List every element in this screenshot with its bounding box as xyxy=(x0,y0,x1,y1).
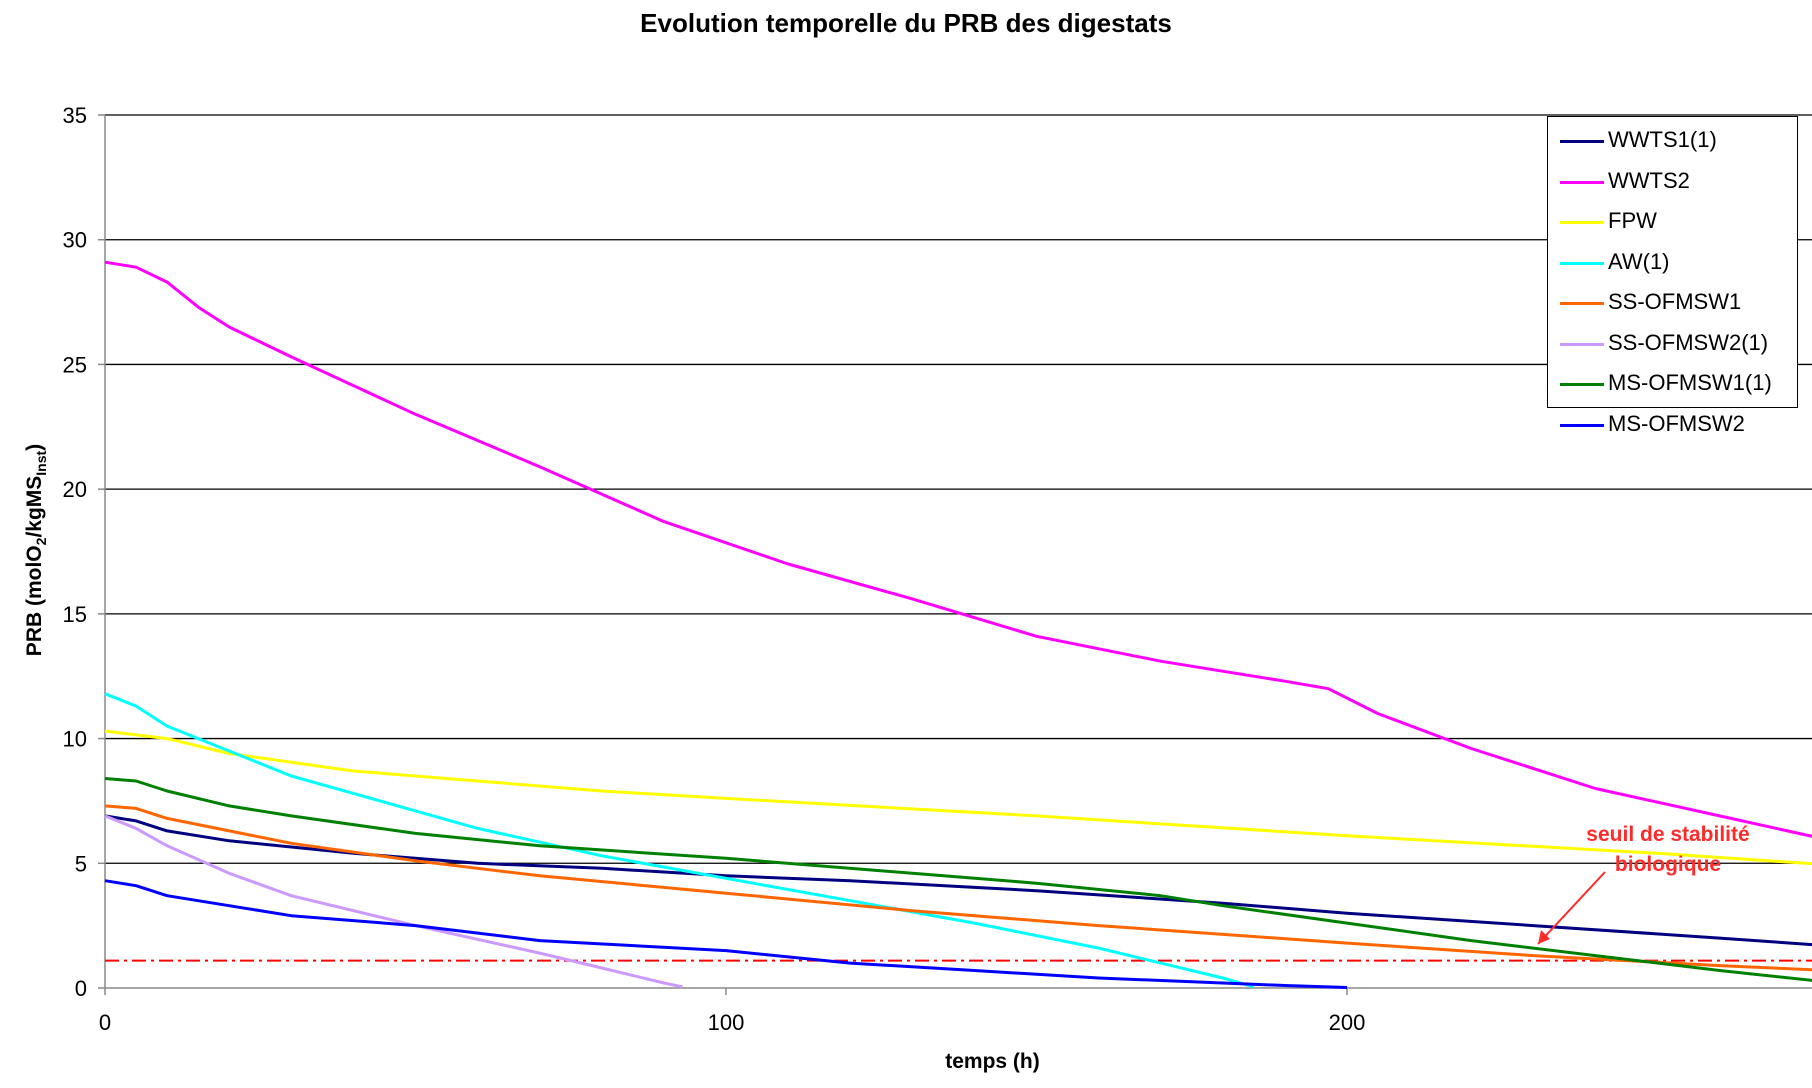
series-lines xyxy=(104,260,1812,989)
x-tick-label-0: 0 xyxy=(99,1010,111,1035)
legend-item: SS-OFMSW1 xyxy=(1548,283,1797,323)
y-tick-label-15: 15 xyxy=(63,602,87,627)
y-tick-label-30: 30 xyxy=(63,228,87,253)
y-axis-label-mid: /kgMS xyxy=(22,475,46,538)
annotation-arrow-head xyxy=(1538,930,1550,944)
legend-label: WWTS2 xyxy=(1608,167,1690,193)
series-line-0 xyxy=(104,814,1812,947)
legend-item: MS-OFMSW1(1) xyxy=(1548,364,1797,404)
series-line-1 xyxy=(104,260,1812,838)
legend-swatch xyxy=(1560,342,1604,346)
y-tick-label-5: 5 xyxy=(75,851,87,876)
y-tick-label-35: 35 xyxy=(63,103,87,128)
threshold-annotation-line1: seuil de stabilité xyxy=(1586,823,1750,846)
annotation-arrow xyxy=(1537,871,1606,945)
tick-labels: 051015202530350100200300400500 xyxy=(63,103,1366,1035)
y-tick-label-25: 25 xyxy=(63,352,87,377)
threshold-annotation: seuil de stabilité biologique xyxy=(1548,820,1788,880)
legend-swatch xyxy=(1560,180,1604,184)
legend-label: SS-OFMSW2(1) xyxy=(1608,329,1769,355)
legend-item: WWTS1(1) xyxy=(1548,121,1797,161)
x-tick-label-100: 100 xyxy=(708,1010,745,1035)
legend-swatch xyxy=(1560,423,1604,427)
legend-item: SS-OFMSW2(1) xyxy=(1548,324,1797,364)
x-axis-label: temps (h) xyxy=(945,1050,1040,1073)
legend-swatch xyxy=(1560,140,1604,143)
series-line-5 xyxy=(104,814,683,989)
legend-swatch xyxy=(1560,383,1604,386)
legend-swatch xyxy=(1560,221,1604,224)
chart-title: Evolution temporelle du PRB des digestat… xyxy=(640,8,1172,38)
series-line-4 xyxy=(104,804,1812,972)
legend-swatch xyxy=(1560,261,1604,265)
y-axis-label-end: ) xyxy=(22,443,46,451)
annotation-arrow-line xyxy=(1537,871,1606,945)
legend-item: AW(1) xyxy=(1548,243,1797,283)
series-line-7 xyxy=(104,879,1348,989)
y-axis-label-sub2: Inst xyxy=(33,450,50,476)
y-tick-label-0: 0 xyxy=(75,976,87,1001)
legend-item: WWTS2 xyxy=(1548,162,1797,202)
legend-label: FPW xyxy=(1608,208,1657,233)
legend-item: FPW xyxy=(1548,202,1797,242)
legend-label: WWTS1(1) xyxy=(1608,127,1717,152)
legend-label: MS-OFMSW2 xyxy=(1608,410,1745,436)
y-tick-label-10: 10 xyxy=(63,727,87,752)
legend-item: MS-OFMSW2 xyxy=(1548,405,1797,445)
y-axis-label-sub1: 2 xyxy=(33,537,50,546)
series-line-3 xyxy=(104,692,1255,989)
y-axis-label-main: PRB (molO xyxy=(22,545,46,657)
series-line-6 xyxy=(104,777,1812,982)
legend-label: SS-OFMSW1 xyxy=(1608,289,1742,314)
legend: WWTS1(1) WWTS2 FPW AW(1) SS-OFMSW1 SS-OFMSW2(… xyxy=(1547,116,1798,436)
legend-label: AW(1) xyxy=(1608,248,1670,274)
legend-label: MS-OFMSW1(1) xyxy=(1608,370,1772,395)
threshold-annotation-line2: biologique xyxy=(1614,853,1722,876)
axes xyxy=(104,115,1812,989)
y-axis-label: PRB (molO2/kgMSInst) xyxy=(23,444,49,656)
legend-swatch xyxy=(1560,302,1604,305)
y-tick-label-20: 20 xyxy=(63,477,87,502)
x-tick-label-200: 200 xyxy=(1329,1010,1366,1035)
series-line-2 xyxy=(104,729,1812,866)
